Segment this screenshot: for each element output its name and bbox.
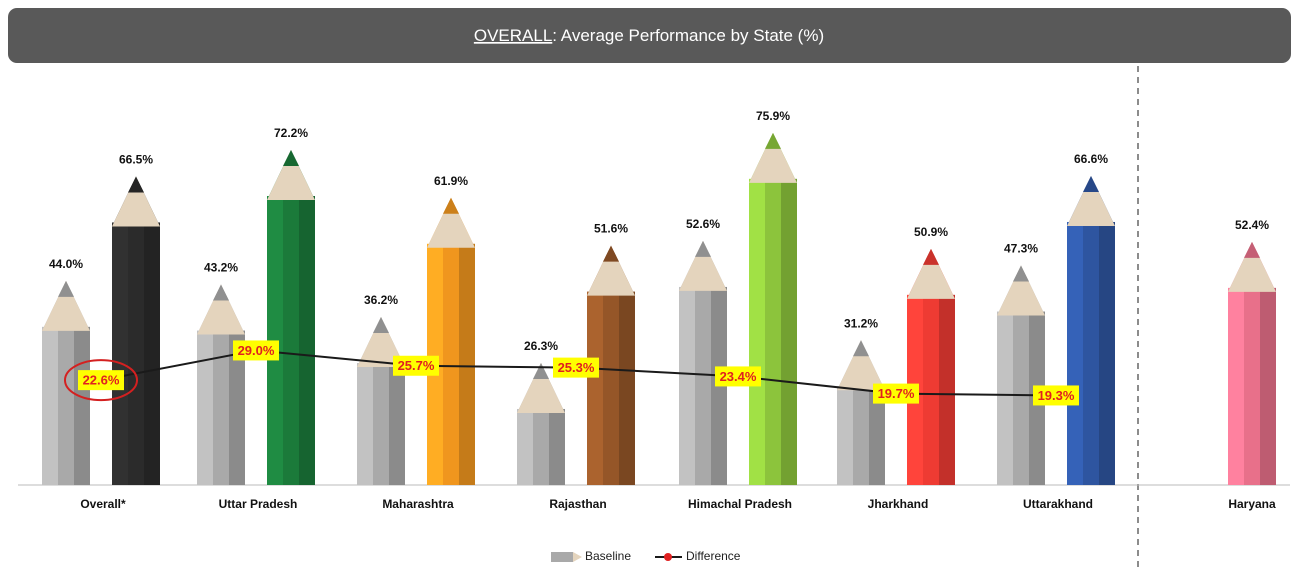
pencil-tip bbox=[695, 241, 711, 257]
pencil-stripe bbox=[144, 222, 160, 485]
value-label: 61.9% bbox=[434, 174, 468, 188]
chart-title: OVERALL: Average Performance by State (%… bbox=[474, 26, 824, 45]
pencil-stripe bbox=[373, 363, 389, 485]
pencil-stripe bbox=[1228, 288, 1244, 485]
value-label: 44.0% bbox=[49, 257, 83, 271]
pencil-stripe bbox=[1067, 222, 1083, 485]
pencil-stripe bbox=[197, 331, 213, 485]
x-tick-label: Himachal Pradesh bbox=[688, 497, 792, 511]
pencil-stripe bbox=[389, 363, 405, 485]
pencil-tip bbox=[533, 363, 549, 379]
pencil-stripe bbox=[459, 244, 475, 485]
pencil-stripe bbox=[923, 295, 939, 485]
pencil-stripe bbox=[74, 327, 90, 485]
legend-label: Difference bbox=[686, 549, 741, 563]
pencil-stripe bbox=[299, 196, 315, 485]
difference-label: 23.4% bbox=[720, 369, 757, 384]
value-label: 51.6% bbox=[594, 222, 628, 236]
x-tick-label: Uttarakhand bbox=[1023, 497, 1093, 511]
title-rest: : Average Performance by State (%) bbox=[552, 26, 824, 45]
pencil-tip bbox=[1083, 176, 1099, 192]
pencil-stripe bbox=[1013, 312, 1029, 485]
pencil-stripe bbox=[1244, 288, 1260, 485]
pencil-stripe bbox=[112, 222, 128, 485]
pencil-stripe bbox=[853, 386, 869, 485]
pencil-stripe bbox=[749, 179, 765, 485]
value-label: 47.3% bbox=[1004, 242, 1038, 256]
pencil-tip bbox=[603, 246, 619, 262]
pencil-tip bbox=[765, 133, 781, 149]
x-tick-label: Maharashtra bbox=[382, 497, 454, 511]
difference-label: 25.3% bbox=[558, 360, 595, 375]
value-label: 52.4% bbox=[1235, 218, 1269, 232]
value-label: 66.6% bbox=[1074, 152, 1108, 166]
pencil-tip bbox=[1244, 242, 1260, 258]
value-label: 52.6% bbox=[686, 217, 720, 231]
legend-icon-tip bbox=[573, 552, 582, 562]
x-tick-label: Uttar Pradesh bbox=[219, 497, 298, 511]
pencil-stripe bbox=[781, 179, 797, 485]
pencil-stripe bbox=[283, 196, 299, 485]
x-tick-label: Haryana bbox=[1228, 497, 1276, 511]
x-tick-label: Jharkhand bbox=[868, 497, 929, 511]
legend-label: Baseline bbox=[585, 549, 631, 563]
x-tick-label: Overall* bbox=[80, 497, 126, 511]
value-label: 31.2% bbox=[844, 316, 878, 330]
pencil-tip bbox=[1013, 266, 1029, 282]
title-emphasis: OVERALL bbox=[474, 26, 552, 45]
value-label: 50.9% bbox=[914, 225, 948, 239]
pencil-stripe bbox=[837, 386, 853, 485]
pencil-stripe bbox=[549, 409, 565, 485]
value-label: 43.2% bbox=[204, 261, 238, 275]
pencil-stripe bbox=[517, 409, 533, 485]
pencil-stripe bbox=[765, 179, 781, 485]
chart: OVERALL: Average Performance by State (%… bbox=[0, 0, 1299, 567]
value-label: 72.2% bbox=[274, 126, 308, 140]
value-label: 75.9% bbox=[756, 109, 790, 123]
x-tick-label: Rajasthan bbox=[549, 497, 606, 511]
difference-label: 19.7% bbox=[878, 386, 915, 401]
pencil-stripe bbox=[587, 292, 603, 485]
difference-label: 29.0% bbox=[238, 343, 275, 358]
value-label: 36.2% bbox=[364, 293, 398, 307]
pencil-stripe bbox=[603, 292, 619, 485]
pencil-stripe bbox=[679, 287, 695, 485]
pencil-stripe bbox=[42, 327, 58, 485]
pencil-stripe bbox=[619, 292, 635, 485]
legend-icon-baseline bbox=[551, 552, 573, 562]
pencil-stripe bbox=[695, 287, 711, 485]
difference-label: 19.3% bbox=[1038, 388, 1075, 403]
pencil-tip bbox=[213, 285, 229, 301]
difference-label: 22.6% bbox=[83, 373, 120, 388]
difference-label: 25.7% bbox=[398, 358, 435, 373]
pencil-stripe bbox=[128, 222, 144, 485]
legend-icon-marker bbox=[664, 553, 672, 561]
value-label: 66.5% bbox=[119, 153, 153, 167]
page: OVERALL: Average Performance by State (%… bbox=[0, 0, 1299, 572]
pencil-stripe bbox=[997, 312, 1013, 485]
pencil-stripe bbox=[443, 244, 459, 485]
pencil-stripe bbox=[1260, 288, 1276, 485]
pencil-stripe bbox=[213, 331, 229, 485]
pencil-tip bbox=[443, 198, 459, 214]
pencil-stripe bbox=[1099, 222, 1115, 485]
pencil-tip bbox=[58, 281, 74, 297]
pencil-tip bbox=[128, 176, 144, 192]
pencil-tip bbox=[373, 317, 389, 333]
pencil-stripe bbox=[533, 409, 549, 485]
pencil-tip bbox=[853, 340, 869, 356]
pencil-stripe bbox=[1083, 222, 1099, 485]
value-label: 26.3% bbox=[524, 339, 558, 353]
pencil-stripe bbox=[357, 363, 373, 485]
pencil-stripe bbox=[58, 327, 74, 485]
pencil-stripe bbox=[939, 295, 955, 485]
pencil-tip bbox=[923, 249, 939, 265]
pencil-tip bbox=[283, 150, 299, 166]
